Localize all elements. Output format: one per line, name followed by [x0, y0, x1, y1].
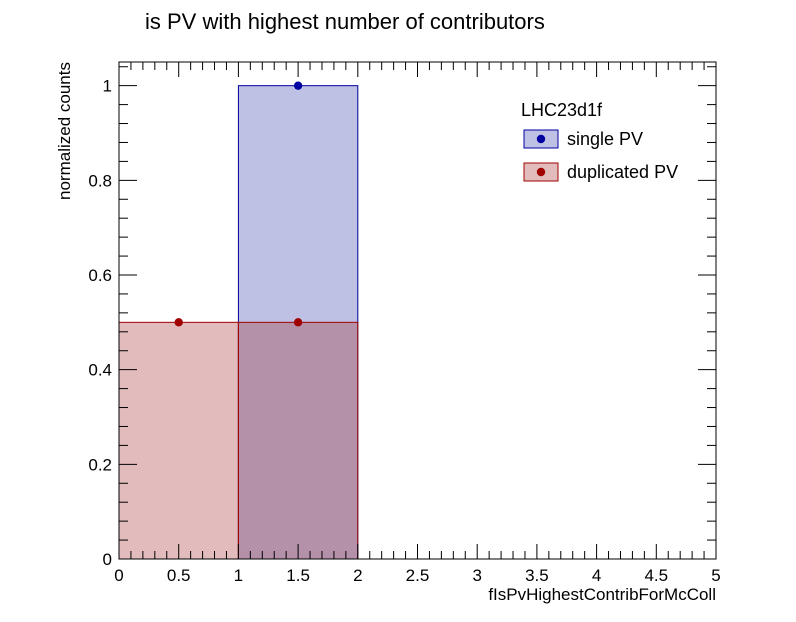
- y-tick-label: 0.6: [88, 266, 112, 285]
- x-tick-label: 3.5: [525, 566, 549, 585]
- x-tick-label: 1: [234, 566, 243, 585]
- points-layer: [174, 81, 303, 327]
- x-tick-label: 5: [711, 566, 720, 585]
- y-tick-label: 0: [103, 550, 112, 569]
- x-axis-label: fIsPvHighestContribForMcColl: [488, 585, 716, 604]
- bars-layer: [118, 85, 359, 560]
- tick-labels: 0 0.5 1 1.5 2 2.5 3 3.5 4 4.5 5 0 0.2 0.4 0.6 0.8 1: [88, 77, 720, 585]
- x-tick-label: 2.5: [406, 566, 430, 585]
- point-duplicated-pv-bin-0: [174, 318, 183, 327]
- y-tick-label: 0.2: [88, 455, 112, 474]
- axis-ticks: [118, 62, 717, 560]
- chart-title: is PV with highest number of contributor…: [145, 9, 545, 34]
- x-tick-label: 4: [592, 566, 601, 585]
- legend-title: LHC23d1f: [521, 100, 603, 120]
- x-tick-label: 0.5: [167, 566, 191, 585]
- bar-duplicated-pv-bin-0: [118, 321, 239, 560]
- legend-label-duplicated-pv: duplicated PV: [567, 162, 678, 182]
- x-tick-label: 4.5: [644, 566, 668, 585]
- point-duplicated-pv-bin-1: [293, 318, 303, 327]
- x-tick-label: 3: [472, 566, 481, 585]
- y-tick-label: 0.8: [88, 171, 112, 190]
- y-tick-label: 1: [103, 77, 112, 96]
- legend-marker: [536, 167, 546, 177]
- legend-marker: [536, 134, 546, 144]
- y-axis-label: normalized counts: [55, 62, 74, 200]
- bar-duplicated-pv-bin-1: [237, 321, 359, 560]
- legend: LHC23d1f single PV duplicated PV: [521, 100, 678, 182]
- x-tick-label: 0: [114, 566, 123, 585]
- legend-label-single-pv: single PV: [567, 129, 643, 149]
- legend-entries: single PV duplicated PV: [523, 129, 678, 182]
- x-tick-label: 2: [353, 566, 362, 585]
- x-tick-label: 1.5: [286, 566, 310, 585]
- point-single-pv-bin-1: [293, 81, 303, 90]
- y-tick-label: 0.4: [88, 361, 112, 380]
